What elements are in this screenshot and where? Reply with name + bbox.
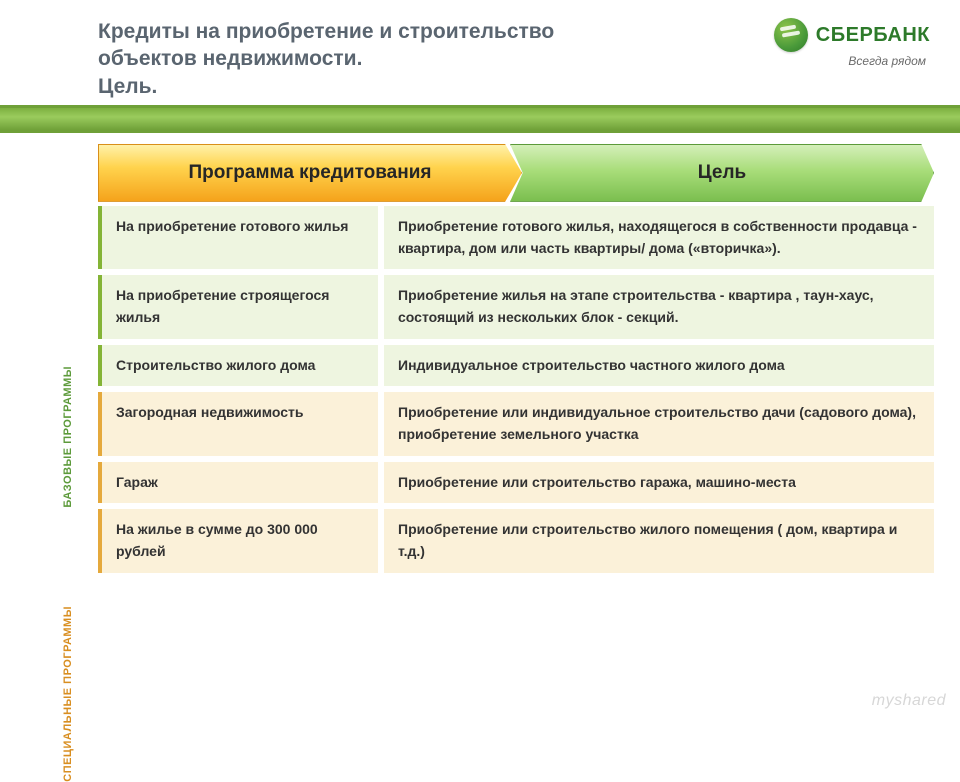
logo-row: СБЕРБАНК <box>774 18 930 52</box>
program-cell: На жилье в сумме до 300 000 рублей <box>98 509 378 572</box>
column-headers: Программа кредитования Цель <box>98 144 934 202</box>
side-label-base: БАЗОВЫЕ ПРОГРАММЫ <box>62 366 74 508</box>
program-cell: Загородная недвижимость <box>98 392 378 455</box>
table-row: Загородная недвижимостьПриобретение или … <box>98 392 934 455</box>
header-program-label: Программа кредитования <box>189 162 432 184</box>
goal-cell: Индивидуальное строительство частного жи… <box>384 345 934 387</box>
side-label-spec: СПЕЦИАЛЬНЫЕ ПРОГРАММЫ <box>62 606 74 782</box>
rows-container: На приобретение готового жильяПриобретен… <box>98 206 934 573</box>
logo-text: СБЕРБАНК <box>816 24 930 47</box>
brand-logo: СБЕРБАНК Всегда рядом <box>774 18 930 68</box>
logo-tagline: Всегда рядом <box>848 54 926 68</box>
slide-header: Кредиты на приобретение и строительство … <box>0 0 960 108</box>
table-row: На приобретение строящегося жильяПриобре… <box>98 275 934 338</box>
goal-cell: Приобретение или строительство гаража, м… <box>384 462 934 504</box>
sberbank-icon <box>774 18 808 52</box>
program-cell: На приобретение готового жилья <box>98 206 378 269</box>
goal-cell: Приобретение жилья на этапе строительств… <box>384 275 934 338</box>
table-row: Строительство жилого домаИндивидуальное … <box>98 345 934 387</box>
table-body: БАЗОВЫЕ ПРОГРАММЫ СПЕЦИАЛЬНЫЕ ПРОГРАММЫ … <box>98 206 934 573</box>
content-area: Программа кредитования Цель БАЗОВЫЕ ПРОГ… <box>0 130 960 573</box>
table-row: На приобретение готового жильяПриобретен… <box>98 206 934 269</box>
program-cell: На приобретение строящегося жилья <box>98 275 378 338</box>
program-cell: Строительство жилого дома <box>98 345 378 387</box>
program-cell: Гараж <box>98 462 378 504</box>
table-row: ГаражПриобретение или строительство гара… <box>98 462 934 504</box>
page-title: Кредиты на приобретение и строительство … <box>98 18 598 100</box>
header-goal: Цель <box>510 144 934 202</box>
header-goal-label: Цель <box>698 162 746 184</box>
goal-cell: Приобретение готового жилья, находящегос… <box>384 206 934 269</box>
goal-cell: Приобретение или индивидуальное строител… <box>384 392 934 455</box>
header-program: Программа кредитования <box>98 144 522 202</box>
watermark: myshared <box>872 692 946 710</box>
goal-cell: Приобретение или строительство жилого по… <box>384 509 934 572</box>
decorative-bar <box>0 108 960 130</box>
table-row: На жилье в сумме до 300 000 рублейПриобр… <box>98 509 934 572</box>
